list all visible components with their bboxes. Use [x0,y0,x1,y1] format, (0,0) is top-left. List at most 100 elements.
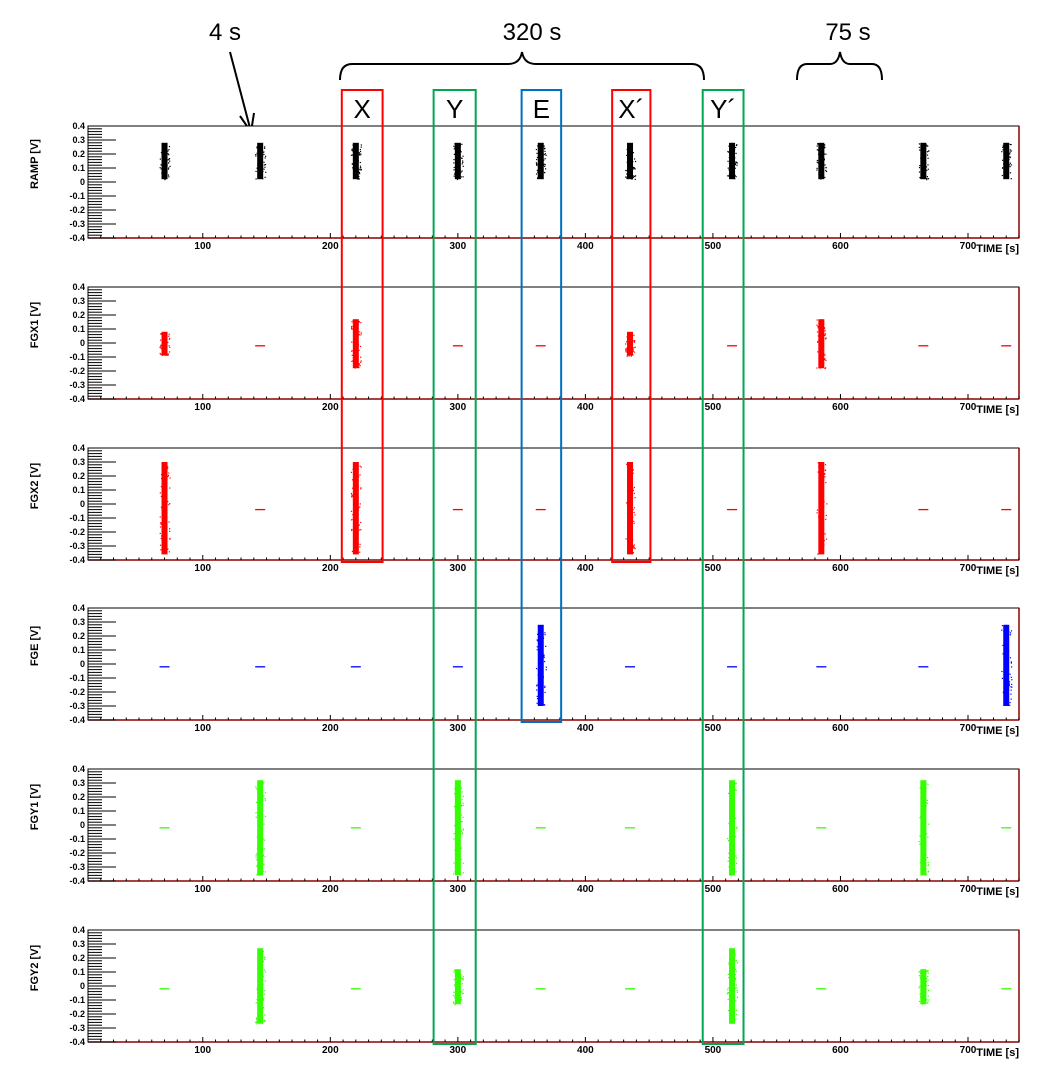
data-point [263,823,265,825]
data-point [456,867,458,869]
data-point [928,823,930,825]
data-point [822,544,825,546]
data-point [923,781,925,784]
data-point [460,991,463,993]
data-point [162,172,164,174]
data-point [543,655,545,657]
data-point [355,157,357,159]
data-point [630,152,633,154]
data-point [159,158,161,160]
data-point [255,1023,257,1025]
data-point [1003,630,1005,633]
data-point [260,802,262,804]
data-point [460,997,462,999]
x-tick-label: 200 [322,723,339,734]
data-point [257,163,259,165]
x-tick-label: 300 [450,1045,467,1056]
data-point [633,351,636,353]
data-point [459,840,461,842]
data-point [256,1017,258,1019]
data-point [925,166,928,168]
x-tick-label: 200 [322,1045,339,1056]
data-point [731,164,734,166]
y-tick-label: 0.2 [72,792,85,802]
y-tick-label: 0 [80,659,85,669]
data-point [729,864,731,866]
data-point [352,343,355,345]
data-point [820,358,822,360]
data-point [454,143,456,145]
data-point [727,160,729,162]
data-point [352,151,354,153]
data-point [543,656,545,659]
data-point [630,343,633,345]
data-point [541,175,544,177]
data-point [453,173,456,175]
data-point [629,469,632,471]
data-point [455,1002,457,1004]
data-point [1007,155,1009,158]
data-point [255,170,257,173]
plot-frame [87,125,1020,239]
data-point [926,169,928,172]
data-point [824,354,826,356]
y-axis-label: FGY1 [V] [29,783,41,830]
data-point [825,464,827,466]
data-point [255,1002,257,1004]
data-point [260,829,262,831]
data-point [630,150,632,152]
data-point [1008,631,1010,633]
data-point [160,506,163,508]
data-point [727,973,730,975]
y-tick-label: 0.1 [72,967,85,977]
data-burst [727,948,739,1024]
data-point [454,172,456,174]
data-point [160,473,163,476]
data-point [259,165,261,167]
data-point [360,521,362,524]
data-point [927,157,929,159]
data-point [259,160,262,162]
data-point [816,161,818,163]
data-burst [727,780,738,877]
data-burst [350,142,362,180]
data-point [927,864,930,866]
data-point [925,988,927,990]
data-point [457,858,459,860]
data-point [164,343,166,345]
data-point [633,522,635,524]
data-point [168,149,170,151]
data-point [632,176,634,179]
data-point [630,355,632,357]
y-tick-label: 0 [80,820,85,830]
data-point [922,165,924,168]
data-point [258,1017,260,1019]
data-point [816,169,818,171]
data-point [358,524,360,526]
data-point [732,143,735,145]
data-point [924,861,926,863]
data-point [920,985,923,987]
y-tick-label: 0.1 [72,806,85,816]
data-point [457,154,459,156]
data-point [728,976,730,979]
y-tick-label: -0.3 [69,862,85,872]
data-point [817,335,819,337]
data-point [355,320,357,323]
data-point [731,1021,733,1024]
data-point [632,152,635,154]
data-point [924,157,926,159]
data-point [544,150,546,152]
y-tick-label: -0.4 [69,1037,85,1047]
data-point [257,1011,260,1013]
data-point [631,349,633,352]
data-point [358,178,360,180]
data-point [1004,152,1006,154]
data-point [357,171,359,173]
data-point [919,165,921,167]
data-point [1005,624,1008,627]
data-point [540,159,542,161]
data-point [634,168,636,170]
data-point [734,1019,736,1021]
data-point [727,792,730,795]
